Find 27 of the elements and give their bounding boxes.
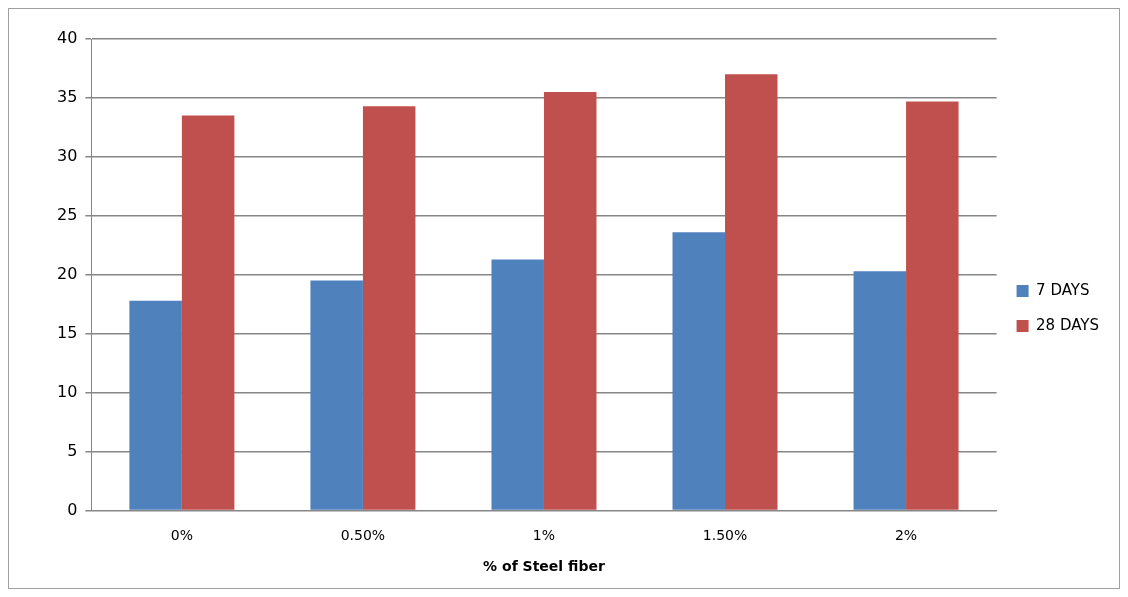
legend-label: 7 DAYS — [1036, 280, 1090, 299]
bar — [543, 92, 597, 510]
bar — [725, 74, 778, 510]
y-tick-label: 20 — [57, 263, 78, 283]
bar — [129, 300, 182, 510]
y-tick-label: 15 — [57, 322, 78, 342]
legend-label: 28 DAYS — [1036, 315, 1100, 334]
bar — [672, 232, 726, 510]
bar — [310, 280, 363, 510]
bar — [906, 101, 959, 510]
bar — [491, 259, 544, 510]
x-tick-label: 2% — [894, 527, 918, 544]
x-tick-label: 0.50% — [340, 527, 386, 544]
y-tick-label: 10 — [57, 381, 78, 401]
bar — [181, 115, 235, 510]
y-tick-label: 25 — [57, 204, 78, 224]
y-tick-label: 35 — [57, 87, 78, 107]
x-tick-label: 0% — [170, 527, 193, 544]
x-axis-title: % of Steel fiber — [483, 558, 605, 575]
y-tick-label: 5 — [67, 440, 78, 460]
y-tick-label: 30 — [57, 146, 78, 166]
y-tick-label: 0 — [67, 499, 78, 519]
y-tick-label: 40 — [57, 28, 78, 48]
bar — [853, 271, 907, 510]
x-tick-label: 1% — [532, 527, 556, 544]
bar — [362, 106, 416, 510]
x-tick-label: 1.50% — [702, 527, 748, 544]
